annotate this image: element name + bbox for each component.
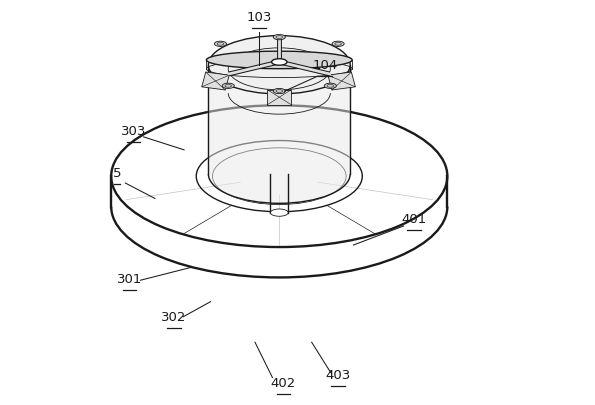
- Ellipse shape: [273, 88, 286, 94]
- Ellipse shape: [273, 34, 286, 40]
- Ellipse shape: [324, 83, 336, 88]
- Text: 403: 403: [325, 369, 350, 382]
- Text: 5: 5: [113, 167, 121, 180]
- Ellipse shape: [206, 51, 352, 69]
- Ellipse shape: [214, 41, 227, 47]
- Polygon shape: [208, 65, 350, 203]
- Text: 402: 402: [271, 377, 296, 390]
- Ellipse shape: [222, 83, 234, 88]
- Polygon shape: [328, 72, 355, 90]
- Text: 401: 401: [402, 213, 427, 226]
- Text: 301: 301: [117, 273, 142, 286]
- Polygon shape: [267, 90, 292, 105]
- Ellipse shape: [208, 36, 350, 94]
- Ellipse shape: [332, 41, 344, 47]
- Text: 103: 103: [246, 11, 272, 24]
- Ellipse shape: [271, 59, 287, 65]
- Ellipse shape: [270, 209, 288, 216]
- Polygon shape: [202, 72, 229, 90]
- Text: 303: 303: [121, 125, 146, 138]
- Text: 104: 104: [312, 59, 338, 72]
- Text: 302: 302: [161, 311, 187, 324]
